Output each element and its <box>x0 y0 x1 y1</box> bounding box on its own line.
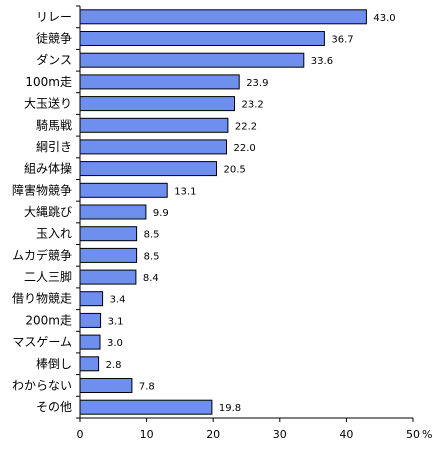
bar-18 <box>79 399 213 415</box>
value-label-5: 22.2 <box>235 121 257 132</box>
bar-11 <box>79 247 138 263</box>
bar-10 <box>79 226 138 242</box>
category-label-8: 障害物競争 <box>12 182 72 197</box>
bar-0 <box>79 9 367 25</box>
category-label-15: マスゲーム <box>12 335 72 349</box>
value-label-0: 43.0 <box>373 13 395 24</box>
bar-5 <box>79 117 229 133</box>
category-label-3: 100m走 <box>25 75 72 89</box>
bar-15 <box>79 334 101 350</box>
value-label-15: 3.0 <box>107 338 123 349</box>
value-label-17: 7.8 <box>139 382 155 393</box>
value-label-13: 3.4 <box>110 295 126 306</box>
category-label-11: ムカデ競争 <box>12 247 72 262</box>
bar-16 <box>79 356 100 372</box>
x-axis-unit-label: % <box>422 428 432 441</box>
category-label-2: ダンス <box>36 52 72 67</box>
category-label-9: 大縄跳び <box>24 204 72 219</box>
category-label-6: 綱引き <box>36 140 72 154</box>
category-label-10: 玉入れ <box>36 227 72 241</box>
value-label-2: 33.6 <box>311 56 333 67</box>
bar-4 <box>79 96 235 112</box>
value-label-11: 8.5 <box>144 251 160 262</box>
x-tick-label-1: 10 <box>140 428 154 441</box>
value-label-10: 8.5 <box>144 230 160 241</box>
bar-6 <box>79 139 227 155</box>
axis-layer: 0 10 20 30 40 50% <box>76 5 432 441</box>
value-label-4: 23.2 <box>242 100 264 111</box>
x-tick-label-4: 40 <box>339 428 353 441</box>
category-label-16: 棒倒し <box>36 357 72 371</box>
bars-layer: リレー 43.0 徒競争 36.7 ダンス 33.6 100m走 23.9 大玉送り 23.2 騎馬… <box>12 9 396 415</box>
bar-8 <box>79 182 168 198</box>
bar-13 <box>79 291 104 307</box>
category-label-17: わからない <box>12 379 72 393</box>
category-label-18: その他 <box>36 400 72 414</box>
value-label-14: 3.1 <box>108 316 124 327</box>
x-tick-label-3: 30 <box>273 428 287 441</box>
value-label-12: 8.4 <box>143 273 159 284</box>
value-label-9: 9.9 <box>153 208 169 219</box>
category-label-14: 200m走 <box>25 313 72 327</box>
x-tick-label-0: 0 <box>77 428 84 441</box>
category-label-7: 組み体操 <box>24 161 72 176</box>
category-label-1: 徒競争 <box>36 31 72 46</box>
bar-3 <box>79 74 240 90</box>
category-label-4: 大玉送り <box>24 96 72 111</box>
bar-7 <box>79 161 217 177</box>
value-label-7: 20.5 <box>224 165 246 176</box>
value-label-18: 19.8 <box>219 403 241 414</box>
x-tick-label-5: 50 <box>406 428 420 441</box>
value-label-3: 23.9 <box>246 78 268 89</box>
value-label-16: 2.8 <box>106 360 122 371</box>
category-label-12: 二人三脚 <box>24 269 72 284</box>
value-label-6: 22.0 <box>234 143 256 154</box>
bar-12 <box>79 269 137 285</box>
category-label-13: 借り物競走 <box>12 291 72 306</box>
bar-14 <box>79 312 102 328</box>
bar-9 <box>79 204 147 220</box>
bar-1 <box>79 31 325 46</box>
bar-17 <box>79 378 133 393</box>
x-tick-label-2: 20 <box>206 428 220 441</box>
value-label-8: 13.1 <box>174 186 196 197</box>
value-label-1: 36.7 <box>331 35 353 46</box>
bar-2 <box>79 52 305 68</box>
category-label-5: 騎馬戦 <box>36 118 72 132</box>
category-label-0: リレー <box>36 10 72 24</box>
